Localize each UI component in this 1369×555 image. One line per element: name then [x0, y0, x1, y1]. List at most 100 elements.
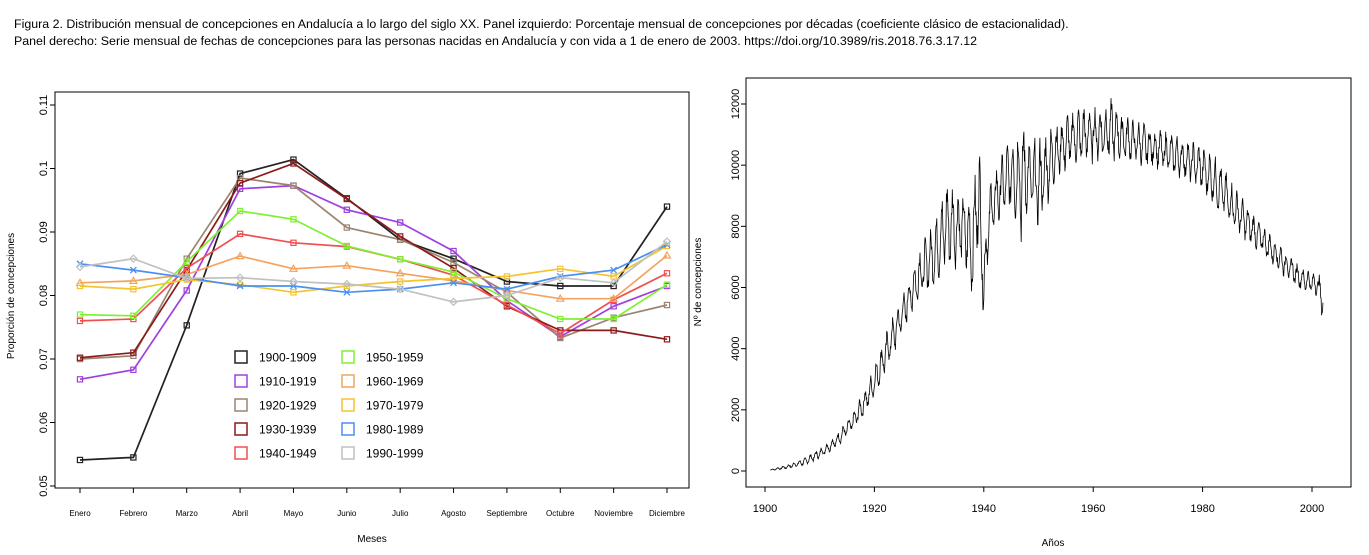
series-point-1960-1969 — [395, 268, 405, 277]
right-y-tick-label: 0 — [730, 468, 742, 474]
series-point-1930-1939 — [236, 179, 244, 187]
series-point-1950-1959 — [663, 281, 671, 288]
figure-caption: Figura 2. Distribución mensual de concep… — [14, 16, 1354, 50]
series-point-1930-1939 — [130, 349, 137, 356]
series-point-1900-1909 — [557, 282, 564, 290]
caption-line-2: Panel derecho: Serie mensual de fechas d… — [14, 34, 978, 48]
legend-swatch-1980-1989 — [341, 422, 355, 436]
right-plot-frame — [745, 77, 1352, 488]
series-point-1900-1909 — [130, 454, 137, 461]
series-point-1900-1909 — [236, 170, 244, 177]
series-point-1910-1919 — [610, 303, 617, 310]
series-point-1910-1919 — [450, 247, 457, 255]
series-point-1910-1919 — [343, 206, 351, 213]
series-point-1950-1959 — [396, 256, 404, 263]
series-point-1920-1929 — [663, 301, 671, 309]
legend-label-1950-1959: 1950-1959 — [366, 351, 424, 365]
series-point-1970-1979 — [557, 265, 564, 273]
series-point-1930-1939 — [610, 327, 617, 334]
series-point-1950-1959 — [610, 315, 617, 323]
series-point-1990-1999 — [75, 262, 85, 272]
series-point-1910-1919 — [396, 219, 404, 226]
series-line-1920-1929 — [79, 177, 668, 360]
series-point-1910-1919 — [183, 287, 190, 294]
series-point-1960-1969 — [662, 250, 672, 259]
legend-label-1920-1929: 1920-1929 — [259, 399, 317, 413]
series-point-1950-1959 — [76, 311, 84, 318]
series-point-1990-1999 — [129, 254, 138, 264]
series-point-1960-1969 — [75, 278, 85, 286]
series-line-1970-1979 — [79, 245, 668, 294]
caption-line-1: Figura 2. Distribución mensual de concep… — [14, 17, 1069, 31]
right-x-tick-label: 1900 — [753, 503, 777, 515]
legend-label-1940-1949: 1940-1949 — [259, 447, 317, 461]
legend-swatch-1900-1909 — [234, 350, 248, 364]
left-y-axis-label: Proporción de concepciones — [6, 233, 17, 359]
series-point-1950-1959 — [557, 315, 564, 323]
legend-label-1990-1999: 1990-1999 — [366, 447, 424, 461]
series-point-1920-1929 — [290, 182, 297, 189]
series-point-1900-1909 — [76, 456, 84, 464]
left-x-tick-label: Noviembre — [594, 509, 633, 518]
right-y-tick-label: 4000 — [730, 336, 742, 360]
series-point-1970-1979 — [396, 278, 404, 285]
right-x-tick-label: 1940 — [972, 503, 996, 515]
series-line-1900-1909 — [79, 158, 668, 461]
series-point-1950-1959 — [343, 242, 351, 250]
series-line-1930-1939 — [79, 162, 668, 359]
left-x-tick-label: Septiembre — [486, 509, 527, 518]
legend-label-1900-1909: 1900-1909 — [259, 351, 317, 365]
left-x-tick-label: Marzo — [176, 509, 199, 518]
series-point-1990-1999 — [289, 277, 298, 286]
series-point-1950-1959 — [130, 312, 137, 320]
series-point-1980-1989 — [503, 285, 511, 293]
series-point-1940-1949 — [76, 317, 84, 325]
series-point-1930-1939 — [663, 336, 671, 343]
left-x-tick-label: Julio — [392, 509, 409, 518]
series-point-1990-1999 — [342, 279, 352, 289]
legend-swatch-1960-1969 — [341, 374, 355, 388]
series-point-1960-1969 — [555, 293, 565, 302]
series-point-1970-1979 — [290, 289, 297, 296]
series-point-1990-1999 — [449, 297, 458, 307]
series-point-1990-1999 — [555, 273, 565, 283]
series-point-1940-1949 — [236, 230, 244, 238]
monthly-series-line — [770, 98, 1324, 471]
legend-swatch-1970-1979 — [341, 398, 355, 412]
legend-swatch-1930-1939 — [234, 422, 248, 436]
series-point-1990-1999 — [395, 284, 405, 294]
left-y-tick-label: 0.11 — [38, 95, 50, 116]
left-y-tick-label: 0.08 — [38, 285, 50, 306]
series-point-1970-1979 — [130, 285, 137, 293]
left-plot-frame — [54, 91, 690, 489]
series-point-1930-1939 — [290, 160, 297, 167]
right-y-axis-label: Nº de concepciones — [693, 238, 704, 327]
left-x-tick-label: Enero — [69, 509, 91, 518]
legend-swatch-1950-1959 — [341, 350, 355, 364]
series-point-1930-1939 — [343, 195, 351, 203]
right-x-tick-label: 1920 — [862, 503, 886, 515]
series-point-1960-1969 — [128, 276, 138, 284]
series-point-1970-1979 — [76, 282, 84, 290]
left-x-tick-label: Junio — [337, 509, 357, 518]
series-line-1950-1959 — [79, 210, 668, 320]
series-point-1900-1909 — [183, 322, 190, 329]
left-x-tick-label: Abril — [232, 509, 248, 518]
right-x-tick-label: 2000 — [1300, 503, 1324, 515]
series-point-1970-1979 — [450, 275, 457, 282]
left-x-tick-label: Agosto — [441, 509, 466, 518]
series-point-1910-1919 — [76, 376, 84, 383]
series-point-1950-1959 — [450, 268, 457, 276]
series-point-1960-1969 — [288, 264, 298, 272]
series-point-1990-1999 — [502, 291, 512, 300]
left-y-tick-label: 0.06 — [38, 412, 50, 433]
right-y-tick-label: 8000 — [730, 214, 742, 238]
series-point-1940-1949 — [290, 239, 297, 246]
series-point-1950-1959 — [183, 258, 190, 266]
series-point-1950-1959 — [290, 216, 297, 223]
series-point-1950-1959 — [236, 207, 244, 215]
right-y-tick-label: 10000 — [730, 150, 742, 181]
legend-label-1930-1939: 1930-1939 — [259, 423, 317, 437]
series-point-1940-1949 — [663, 270, 671, 277]
